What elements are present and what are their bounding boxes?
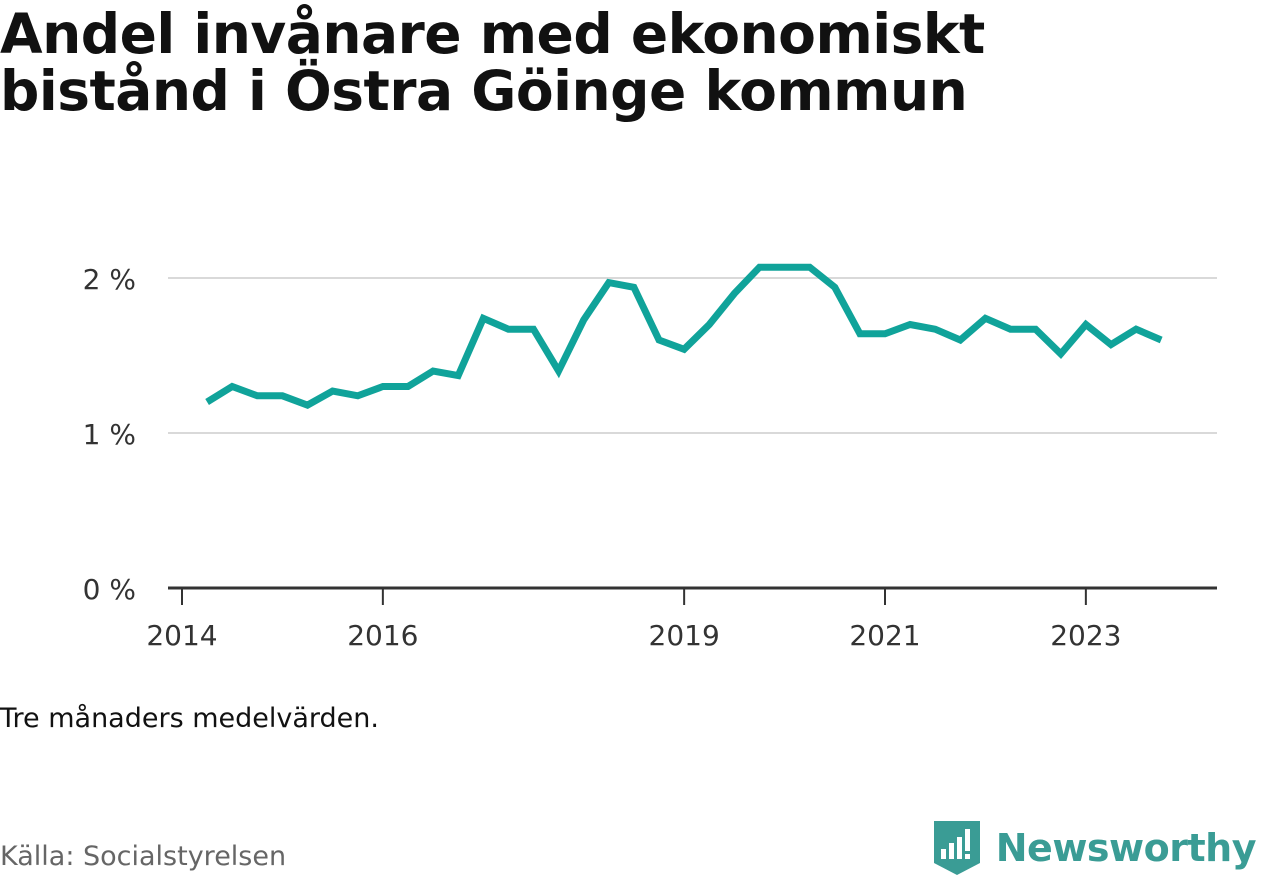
x-tick-label: 2014 [146,619,217,652]
brand-name: Newsworthy [995,826,1257,870]
x-tick-label: 2021 [849,619,920,652]
brand-logo: Newsworthy [932,818,1257,878]
y-tick-label: 2 % [83,263,136,296]
series-line [205,263,1163,409]
y-tick-label: 0 % [83,573,136,606]
x-tick-label: 2019 [649,619,720,652]
y-tick-label: 1 % [83,418,136,451]
newsworthy-logo-icon [933,821,980,875]
chart-title: Andel invånare med ekonomiskt bistånd i … [0,6,1240,120]
chart-title-line-2: bistånd i Östra Göinge kommun [0,59,968,123]
x-tick-label: 2016 [347,619,418,652]
chart-note: Tre månaders medelvärden. [0,703,379,734]
x-tick-label: 2023 [1050,619,1121,652]
chart-title-line-1: Andel invånare med ekonomiskt [0,2,985,66]
source-credit: Källa: Socialstyrelsen [0,841,287,872]
